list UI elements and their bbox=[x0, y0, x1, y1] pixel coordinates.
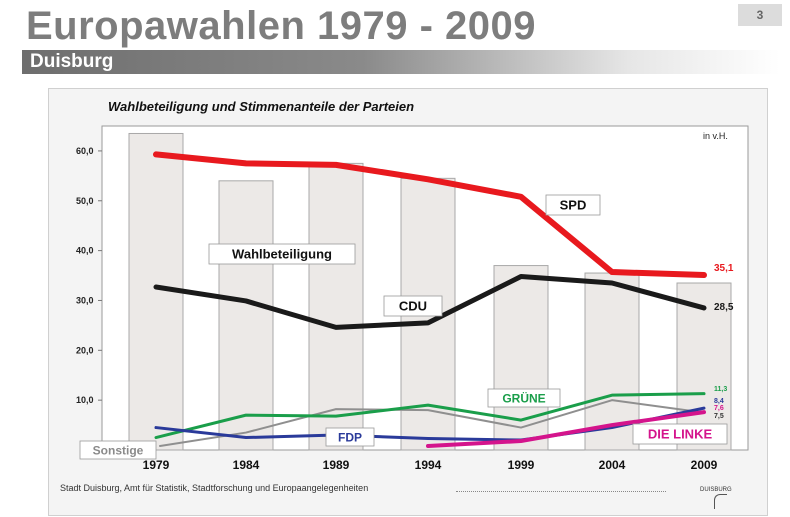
end-value-label: 8,4 bbox=[714, 398, 724, 405]
footer-divider bbox=[456, 491, 666, 492]
x-tick-label: 1994 bbox=[415, 458, 442, 472]
label-fdp-box bbox=[325, 427, 375, 447]
label-gruene-box bbox=[487, 388, 561, 408]
y-tick-label: 50,0 bbox=[76, 196, 94, 206]
label-die-linke-box bbox=[632, 423, 728, 445]
y-tick-label: 10,0 bbox=[76, 395, 94, 405]
y-tick-label: 20,0 bbox=[76, 345, 94, 355]
source-note: Stadt Duisburg, Amt für Statistik, Stadt… bbox=[60, 483, 369, 493]
label-spd-box bbox=[545, 194, 601, 216]
y-tick-label: 60,0 bbox=[76, 146, 94, 156]
end-value-label: 28,5 bbox=[714, 302, 734, 313]
city-logo-text: DUISBURG bbox=[700, 487, 732, 493]
label-wahlbeteiligung: Wahlbeteiligung bbox=[232, 247, 332, 262]
label-cdu-box bbox=[383, 295, 443, 317]
label-cdu: CDU bbox=[399, 299, 427, 314]
subtitle-banner: Duisburg bbox=[22, 50, 780, 74]
label-sonstige: Sonstige bbox=[93, 443, 144, 457]
label-fdp: FDP bbox=[338, 430, 362, 444]
page-number: 3 bbox=[738, 4, 782, 26]
end-value-label: 7,6 bbox=[714, 405, 724, 412]
series-line-fdp bbox=[154, 406, 706, 442]
page-title: Europawahlen 1979 - 2009 bbox=[26, 4, 537, 48]
y-tick-label: 40,0 bbox=[76, 246, 94, 256]
label-die-linke: DIE LINKE bbox=[648, 427, 713, 442]
turnout-bar bbox=[584, 272, 640, 451]
unit-label: in v.H. bbox=[703, 131, 728, 141]
turnout-bar bbox=[676, 282, 732, 451]
turnout-bar bbox=[308, 162, 364, 451]
series-line-spd bbox=[153, 151, 707, 279]
chart-title: Wahlbeteiligung und Stimmenanteile der P… bbox=[108, 99, 414, 114]
x-tick-label: 1989 bbox=[323, 458, 350, 472]
x-tick-label: 1984 bbox=[233, 458, 260, 472]
series-line-cdu bbox=[153, 274, 707, 330]
x-tick-label: 1979 bbox=[143, 458, 170, 472]
x-tick-label: 2004 bbox=[599, 458, 626, 472]
end-value-label: 11,3 bbox=[714, 386, 727, 393]
series-line-sonstige bbox=[159, 399, 705, 448]
series-line-dielinke bbox=[426, 410, 706, 449]
label-gruene: GRÜNE bbox=[502, 390, 545, 405]
y-tick-label: 30,0 bbox=[76, 295, 94, 305]
x-tick-label: 1999 bbox=[508, 458, 535, 472]
x-tick-label: 2009 bbox=[691, 458, 718, 472]
subtitle-label: Duisburg bbox=[30, 51, 114, 72]
end-value-label: 7,5 bbox=[714, 413, 724, 420]
label-spd: SPD bbox=[560, 198, 587, 213]
city-logo-icon bbox=[714, 494, 727, 509]
label-wahlbeteiligung-box bbox=[208, 243, 356, 265]
turnout-bar bbox=[218, 180, 274, 451]
label-sonstige-box bbox=[79, 440, 157, 460]
series-line-grne bbox=[154, 392, 706, 440]
end-value-label: 35,1 bbox=[714, 263, 734, 274]
